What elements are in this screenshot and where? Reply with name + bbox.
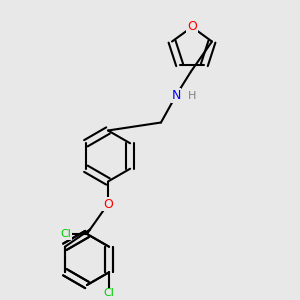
Text: Cl: Cl (61, 229, 71, 239)
Text: H: H (188, 91, 197, 100)
Text: N: N (171, 89, 181, 102)
Text: O: O (103, 197, 113, 211)
Text: Cl: Cl (103, 288, 115, 298)
Text: O: O (187, 20, 197, 34)
